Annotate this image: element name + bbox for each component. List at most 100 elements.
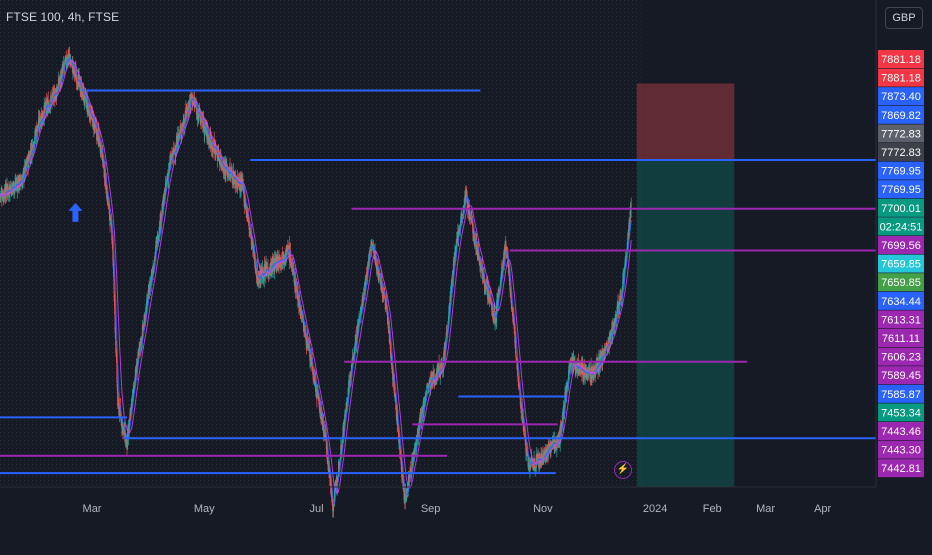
candle[interactable]	[550, 444, 552, 448]
candle[interactable]	[414, 449, 417, 451]
candle[interactable]	[510, 294, 512, 296]
candle[interactable]	[389, 342, 392, 355]
candle[interactable]	[425, 395, 427, 397]
candle[interactable]	[16, 182, 18, 184]
candle[interactable]	[582, 362, 584, 369]
candle[interactable]	[399, 440, 401, 451]
candle[interactable]	[583, 369, 585, 378]
candle[interactable]	[629, 211, 631, 230]
candle[interactable]	[50, 95, 52, 103]
candle[interactable]	[357, 326, 359, 328]
candle[interactable]	[47, 105, 50, 113]
candle[interactable]	[370, 249, 372, 251]
candle[interactable]	[79, 78, 81, 90]
candle[interactable]	[1, 198, 3, 200]
candle[interactable]	[590, 365, 592, 379]
candle[interactable]	[147, 289, 149, 297]
candle[interactable]	[215, 151, 217, 155]
candle[interactable]	[406, 488, 409, 495]
candle[interactable]	[470, 216, 472, 220]
candle[interactable]	[230, 171, 232, 178]
candle[interactable]	[307, 342, 309, 348]
candle[interactable]	[296, 283, 298, 291]
candle[interactable]	[398, 438, 400, 441]
candle[interactable]	[345, 408, 347, 410]
candle[interactable]	[315, 377, 317, 393]
candle[interactable]	[33, 141, 36, 145]
candle[interactable]	[379, 277, 381, 283]
candle[interactable]	[77, 74, 79, 90]
candle[interactable]	[338, 467, 340, 469]
candle[interactable]	[80, 82, 82, 96]
candle[interactable]	[521, 404, 523, 422]
candle[interactable]	[310, 355, 312, 365]
candle[interactable]	[141, 326, 144, 341]
candle[interactable]	[211, 138, 213, 150]
candle[interactable]	[356, 326, 358, 340]
candle[interactable]	[398, 432, 400, 441]
candle[interactable]	[499, 290, 501, 292]
candle[interactable]	[153, 263, 155, 269]
candle[interactable]	[347, 387, 350, 391]
candle[interactable]	[112, 261, 114, 268]
candle[interactable]	[123, 428, 125, 429]
candle[interactable]	[204, 125, 206, 136]
candle[interactable]	[416, 438, 418, 443]
candle[interactable]	[566, 382, 568, 394]
candle[interactable]	[244, 192, 246, 207]
candle[interactable]	[58, 80, 60, 86]
candle[interactable]	[472, 231, 474, 234]
candle[interactable]	[327, 462, 329, 466]
candle[interactable]	[148, 286, 150, 289]
price-label-tag[interactable]	[878, 50, 924, 68]
candle[interactable]	[327, 464, 329, 468]
candle[interactable]	[445, 339, 447, 346]
candle[interactable]	[437, 370, 439, 373]
candle[interactable]	[553, 441, 555, 443]
candle[interactable]	[351, 358, 353, 368]
price-label-tag[interactable]	[878, 236, 924, 254]
candle[interactable]	[215, 146, 217, 156]
candle[interactable]	[112, 239, 114, 249]
candle[interactable]	[116, 384, 119, 392]
candle[interactable]	[268, 273, 270, 276]
candle[interactable]	[325, 438, 328, 450]
candle[interactable]	[312, 369, 314, 375]
candle[interactable]	[582, 367, 584, 376]
candle[interactable]	[624, 263, 626, 266]
candle[interactable]	[368, 250, 371, 266]
candle[interactable]	[526, 450, 529, 456]
candle[interactable]	[39, 115, 41, 126]
candle[interactable]	[535, 455, 537, 468]
candle[interactable]	[359, 313, 361, 320]
candle[interactable]	[175, 142, 177, 152]
candle[interactable]	[241, 182, 243, 187]
candle[interactable]	[204, 120, 206, 127]
candle[interactable]	[345, 410, 347, 412]
candle[interactable]	[268, 272, 271, 275]
candle[interactable]	[407, 485, 409, 491]
candle[interactable]	[176, 134, 179, 149]
candle[interactable]	[434, 379, 436, 385]
candle[interactable]	[96, 130, 98, 141]
candle[interactable]	[233, 177, 235, 185]
candle[interactable]	[449, 296, 451, 310]
candle[interactable]	[528, 461, 530, 463]
candle[interactable]	[344, 417, 346, 427]
candle[interactable]	[183, 119, 185, 127]
candle[interactable]	[198, 106, 201, 116]
candle[interactable]	[566, 382, 569, 385]
candle[interactable]	[373, 250, 375, 252]
candle[interactable]	[114, 315, 116, 332]
candle[interactable]	[423, 404, 425, 408]
price-label-tag[interactable]	[878, 180, 924, 199]
candle[interactable]	[378, 273, 380, 275]
candle[interactable]	[210, 138, 212, 146]
candle[interactable]	[391, 366, 393, 370]
candle[interactable]	[468, 216, 470, 218]
price-label-tag[interactable]	[878, 440, 924, 459]
candle[interactable]	[32, 145, 34, 153]
candle[interactable]	[64, 62, 66, 66]
candle[interactable]	[622, 280, 624, 285]
candle[interactable]	[583, 367, 586, 379]
